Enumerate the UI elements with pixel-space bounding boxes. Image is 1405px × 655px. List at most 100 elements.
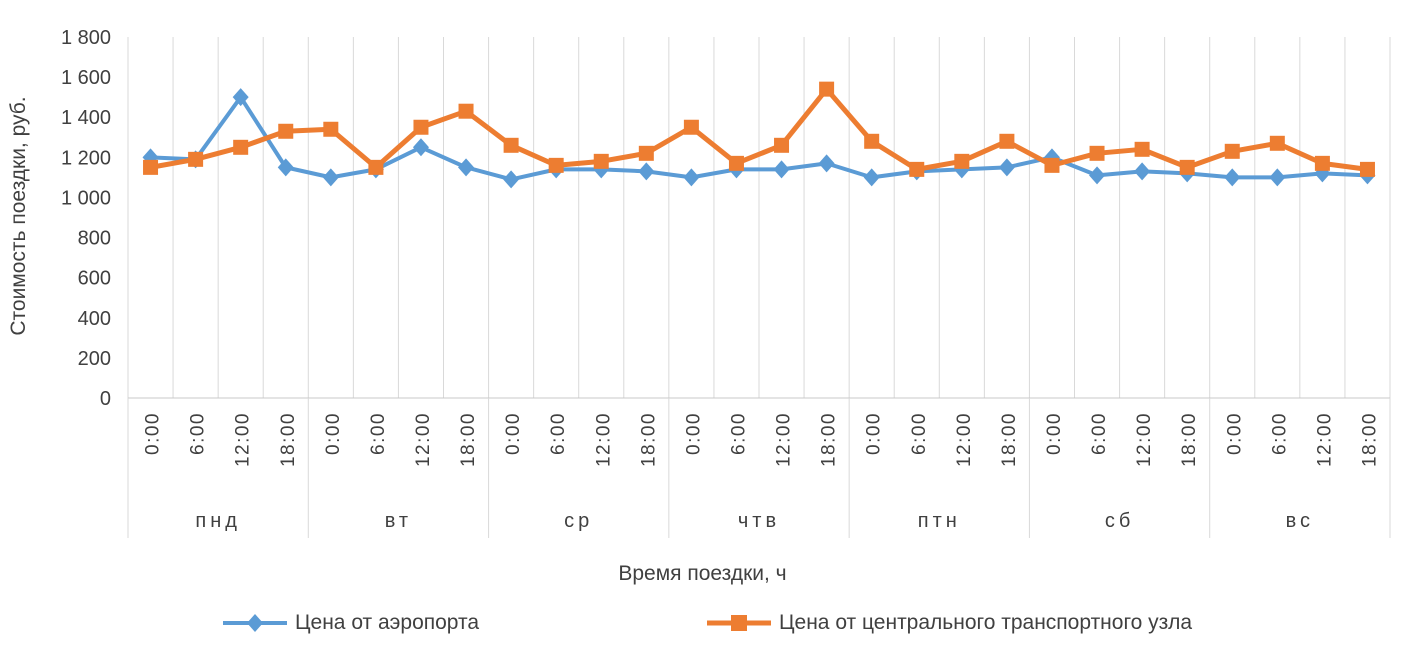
data-point-square [728,155,744,171]
data-point-diamond [458,158,475,177]
legend-diamond-marker-icon [223,614,287,632]
day-group-label: пнд [195,510,241,532]
data-point-diamond [277,158,294,177]
data-point-square [864,133,880,149]
data-point-square [143,159,159,175]
x-tick-label: 0:00 [1044,412,1065,455]
series-line-1 [150,86,1368,172]
day-group-label: птн [918,510,961,532]
y-tick-label: 1 600 [61,67,111,89]
data-point-square [458,103,474,119]
data-point-diamond [232,88,249,107]
y-tick-label: 1 400 [61,107,111,129]
x-tick-label: 0:00 [503,412,524,455]
x-tick-label: 18:00 [458,412,479,467]
data-point-diamond [322,168,339,187]
x-tick-label: 0:00 [1224,412,1245,455]
day-group-label: вт [385,510,412,532]
day-group-label: чтв [738,510,780,532]
data-point-diamond [773,160,790,179]
data-point-square [368,159,384,175]
data-point-square [1044,157,1060,173]
x-tick-label: 18:00 [1179,412,1200,467]
day-group-label: сб [1105,510,1134,532]
y-tick-label: 1 200 [61,147,111,169]
x-tick-label: 6:00 [728,412,749,455]
data-point-square [413,119,429,135]
x-tick-label: 12:00 [954,412,975,467]
data-point-square [278,123,294,139]
data-point-square [954,153,970,169]
x-tick-label: 18:00 [819,412,840,467]
data-point-square [999,133,1015,149]
y-tick-label: 0 [100,388,111,410]
data-point-diamond [1224,168,1241,187]
legend: Цена от аэропорта Цена от центрального т… [0,608,1405,642]
y-tick-label: 1 800 [61,27,111,49]
y-tick-label: 600 [78,268,111,290]
data-point-square [593,153,609,169]
x-tick-label: 0:00 [143,412,164,455]
x-tick-label: 6:00 [1089,412,1110,455]
data-point-square [1134,141,1150,157]
x-tick-label: 6:00 [1269,412,1290,455]
data-point-square [323,121,339,137]
x-tick-label: 12:00 [774,412,795,467]
data-point-square [1089,145,1105,161]
x-tick-label: 0:00 [864,412,885,455]
data-point-diamond [503,170,520,189]
series-line-0 [150,95,1368,182]
x-tick-label: 6:00 [548,412,569,455]
data-point-square [503,137,519,153]
data-point-diamond [818,154,835,173]
x-tick-label: 6:00 [188,412,209,455]
data-point-diamond [412,138,429,157]
x-tick-label: 18:00 [1359,412,1380,467]
legend-square-marker-icon [707,615,771,631]
x-tick-label: 6:00 [909,412,930,455]
y-tick-label: 1 000 [61,187,111,209]
x-tick-label: 0:00 [323,412,344,455]
x-tick-label: 12:00 [233,412,254,467]
day-group-label: вс [1286,510,1314,532]
data-point-square [819,81,835,97]
data-point-diamond [683,168,700,187]
x-tick-label: 12:00 [1314,412,1335,467]
y-tick-label: 200 [78,348,111,370]
legend-label-airport: Цена от аэропорта [295,611,480,634]
data-point-square [233,139,249,155]
legend-label-central-hub: Цена от центрального транспортного узла [779,611,1192,634]
data-point-diamond [1134,162,1151,181]
data-point-diamond [1269,168,1286,187]
y-tick-label: 800 [78,228,111,250]
data-point-square [188,151,204,167]
legend-item-airport: Цена от аэропорта [222,608,479,638]
data-point-square [909,161,925,177]
data-point-square [1314,155,1330,171]
data-point-square [1269,135,1285,151]
y-tick-label: 400 [78,308,111,330]
data-point-square [548,157,564,173]
data-point-square [1179,159,1195,175]
x-tick-label: 0:00 [683,412,704,455]
data-point-diamond [1089,166,1106,185]
x-tick-label: 12:00 [1134,412,1155,467]
data-point-diamond [638,162,655,181]
data-point-square [638,145,654,161]
data-point-square [774,137,790,153]
legend-item-central-hub: Цена от центрального транспортного узла [706,608,1192,638]
x-tick-label: 6:00 [368,412,389,455]
data-point-square [1224,143,1240,159]
data-point-square [683,119,699,135]
x-tick-label: 18:00 [999,412,1020,467]
data-point-diamond [998,158,1015,177]
x-tick-label: 18:00 [278,412,299,467]
x-axis-title: Время поездки, ч [618,562,787,585]
x-tick-label: 12:00 [593,412,614,467]
x-tick-label: 18:00 [638,412,659,467]
data-point-diamond [863,168,880,187]
plot-area: 0 200 400 600 800 1 000 1 200 1 400 1 600 1 800 0:… [61,27,1391,538]
day-group-label: ср [564,510,593,532]
x-tick-label: 12:00 [413,412,434,467]
